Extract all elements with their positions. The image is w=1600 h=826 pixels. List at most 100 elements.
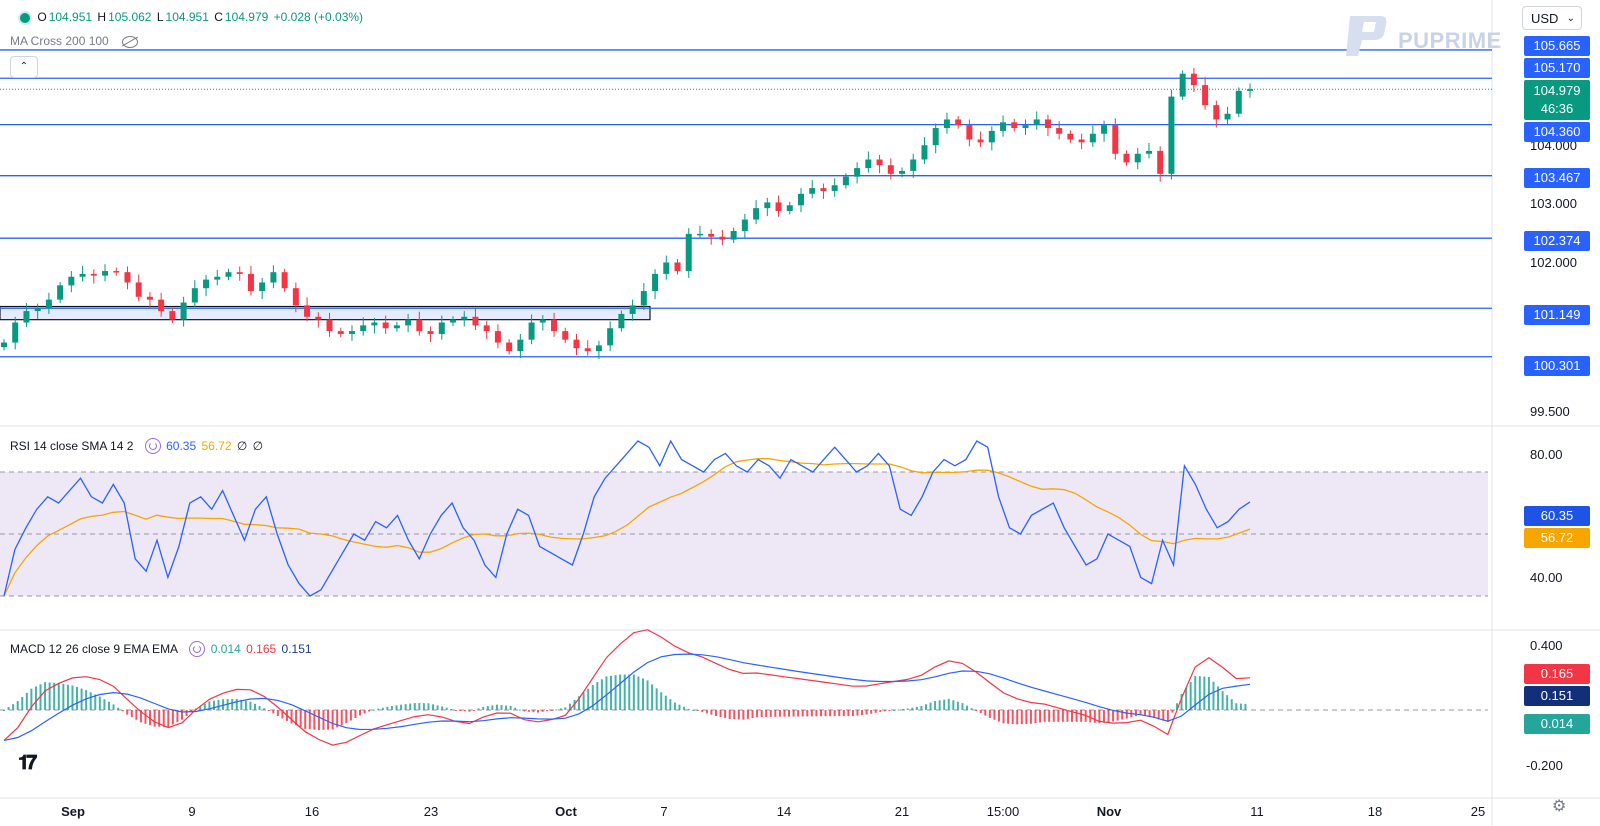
macd-histogram-bar xyxy=(413,703,416,710)
time-axis-label: 16 xyxy=(304,804,320,819)
candle-body xyxy=(472,316,479,326)
macd-histogram-bar xyxy=(263,708,266,710)
macd-histogram-bar xyxy=(272,710,275,714)
macd-histogram-bar xyxy=(1189,681,1192,710)
macd-histogram-bar xyxy=(486,706,489,710)
candle-body xyxy=(45,299,52,309)
macd-histogram-bar xyxy=(1166,710,1169,723)
rsi-legend[interactable]: RSI 14 close SMA 14 2 60.35 56.72 ∅ ∅ xyxy=(10,438,265,456)
level-tag: 101.149 xyxy=(1524,305,1590,325)
candle-body xyxy=(1213,105,1220,120)
candle-body xyxy=(225,272,232,277)
macd-histogram-bar xyxy=(541,710,544,712)
bar-countdown: 46:36 xyxy=(1540,101,1574,116)
macd-histogram-bar xyxy=(1144,710,1147,717)
macd-histogram-bar xyxy=(500,705,503,710)
macd-histogram-bar xyxy=(851,710,854,717)
candle-body xyxy=(203,279,210,289)
macd-histogram-bar xyxy=(861,710,864,716)
low-label: L xyxy=(156,10,164,24)
candle-body xyxy=(629,305,636,314)
candle-body xyxy=(135,282,142,297)
macd-histogram-bar xyxy=(418,703,421,710)
ma-cross-legend[interactable]: MA Cross 200 100 xyxy=(10,34,140,48)
macd-tick-top: 0.400 xyxy=(1530,638,1563,653)
macd-histogram-bar xyxy=(596,682,599,710)
candle-body xyxy=(1157,150,1164,174)
macd-red-line xyxy=(3,629,1251,746)
macd-histogram-bar xyxy=(838,710,841,717)
macd-histogram-bar xyxy=(742,710,745,720)
candle-body xyxy=(865,159,872,169)
macd-histogram-bar xyxy=(568,703,571,710)
candle-body xyxy=(315,316,322,320)
macd-histogram-bar xyxy=(1239,703,1242,710)
macd-histogram-bar xyxy=(824,710,827,717)
macd-histogram-bar xyxy=(495,704,498,710)
candle-body xyxy=(270,272,277,283)
hidden-eye-icon[interactable] xyxy=(122,35,139,48)
macd-histogram-bar xyxy=(1244,703,1247,710)
macd-histogram-bar xyxy=(1217,686,1220,710)
rsi-value-tag: 60.35 xyxy=(1524,506,1590,526)
candle-body xyxy=(831,185,838,191)
macd-histogram-bar xyxy=(1107,710,1110,723)
macd-histogram-bar xyxy=(25,692,28,710)
candle-body xyxy=(797,193,804,206)
candle-body xyxy=(842,176,849,186)
candle-body xyxy=(393,325,400,329)
rsi-extra-1: ∅ xyxy=(236,439,248,454)
macd-histogram-bar xyxy=(1057,710,1060,722)
macd-histogram-bar xyxy=(1066,710,1069,722)
macd-histogram-bar xyxy=(614,675,617,710)
macd-histogram-bar xyxy=(874,710,877,713)
macd-histogram-bar xyxy=(1230,699,1233,710)
macd-legend[interactable]: MACD 12 26 close 9 EMA EMA 0.014 0.165 0… xyxy=(10,641,314,659)
candle-body xyxy=(1224,113,1231,120)
macd-histogram-bar xyxy=(57,683,60,710)
macd-histogram-bar xyxy=(815,710,818,717)
macd-histogram-bar xyxy=(34,686,37,710)
macd-histogram-bar xyxy=(683,706,686,710)
candle-body xyxy=(360,325,367,332)
macd-histogram-bar xyxy=(395,705,398,710)
candle-body xyxy=(674,262,681,272)
macd-histogram-bar xyxy=(997,710,1000,722)
indicator-settings-icon[interactable] xyxy=(189,641,206,657)
macd-histogram-bar xyxy=(564,707,567,710)
price-tick-103: 103.000 xyxy=(1530,196,1577,211)
macd-histogram-bar xyxy=(1185,687,1188,710)
candle-body xyxy=(68,276,75,286)
macd-histogram-bar xyxy=(883,710,886,712)
macd-histogram-bar xyxy=(1007,710,1010,724)
macd-histogram-bar xyxy=(299,710,302,728)
candle-body xyxy=(191,288,198,303)
macd-histogram-bar xyxy=(610,675,613,710)
macd-histogram-bar xyxy=(1221,691,1224,710)
macd-histogram-bar xyxy=(947,698,950,710)
candle-body xyxy=(640,291,647,306)
macd-histogram-bar xyxy=(21,696,24,710)
macd-histogram-bar xyxy=(952,700,955,710)
collapse-legend-button[interactable]: ⌃ xyxy=(10,56,38,78)
candle-body xyxy=(236,272,243,274)
macd-histogram-bar xyxy=(459,710,462,711)
macd-histogram-bar xyxy=(1235,703,1238,710)
candle-body xyxy=(899,170,906,174)
macd-histogram-bar xyxy=(422,703,425,710)
candle-body xyxy=(259,282,266,292)
currency-select[interactable]: USD ⌄ xyxy=(1522,6,1582,30)
macd-histogram-bar xyxy=(1034,710,1037,724)
change-value: +0.028 (+0.03%) xyxy=(273,10,364,24)
candle-body xyxy=(416,319,423,332)
candle-body xyxy=(169,311,176,320)
macd-histogram-bar xyxy=(1203,676,1206,710)
candle-body xyxy=(113,271,120,273)
macd-histogram-bar xyxy=(1226,695,1229,710)
indicator-settings-icon[interactable] xyxy=(144,438,161,454)
gear-icon[interactable]: ⚙ xyxy=(1552,798,1567,815)
macd-histogram-bar xyxy=(929,702,932,710)
candle-body xyxy=(146,296,153,300)
time-axis-label: 7 xyxy=(660,804,668,819)
